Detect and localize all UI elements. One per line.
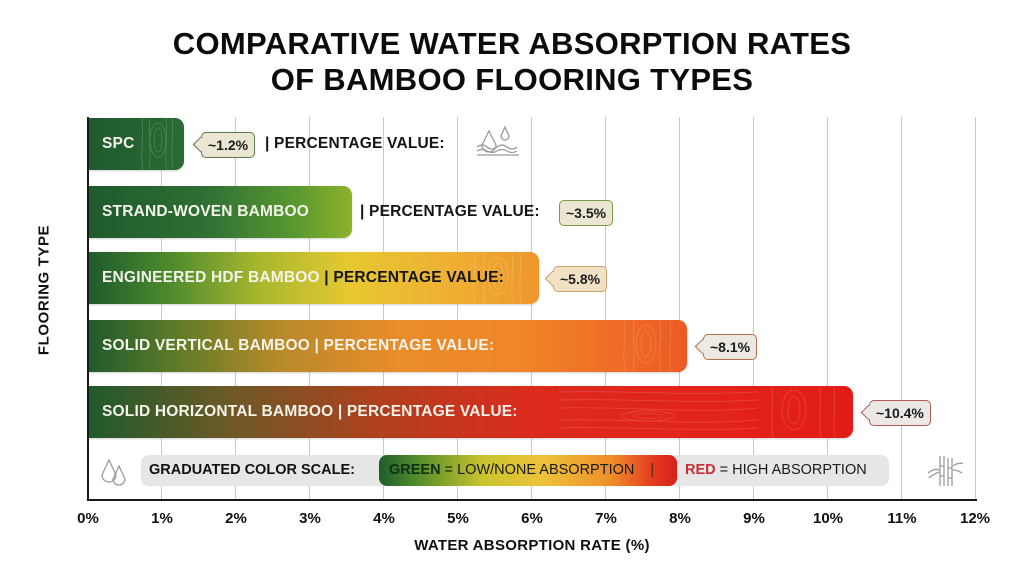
bar-label: SPC	[102, 135, 135, 152]
x-tick-label: 11%	[887, 510, 917, 527]
wood-grain-texture	[473, 252, 522, 304]
gridline	[605, 117, 606, 499]
chart-title: COMPARATIVE WATER ABSORPTION RATES OF BA…	[0, 26, 1024, 98]
bar-solid-vertical-bamboo[interactable]: SOLID VERTICAL BAMBOO | PERCENTAGE VALUE…	[88, 320, 687, 372]
value-callout: ~10.4%	[869, 400, 931, 426]
chart-title-line-1: COMPARATIVE WATER ABSORPTION RATES	[172, 26, 852, 61]
value-callout: ~1.2%	[201, 132, 256, 158]
x-axis-line	[87, 499, 977, 501]
bar-spc[interactable]: SPC	[88, 118, 184, 170]
x-tick-label: 8%	[669, 510, 691, 527]
x-tick-label: 9%	[743, 510, 765, 527]
x-tick-label: 3%	[299, 510, 321, 527]
legend-gradient-swatch: GREEN = LOW/NONE ABSORPTION |	[379, 455, 677, 486]
gridline	[827, 117, 828, 499]
bamboo-icon	[927, 456, 964, 486]
legend-separator: |	[650, 462, 655, 478]
bar-label: SOLID HORIZONTAL BAMBOO | PERCENTAGE VAL…	[102, 403, 518, 420]
bar-label: SOLID VERTICAL BAMBOO | PERCENTAGE VALUE…	[102, 337, 495, 354]
bar-engineered-hdf-bamboo[interactable]: ENGINEERED HDF BAMBOO | PERCENTAGE VALUE…	[88, 252, 539, 304]
bar-solid-horizontal-bamboo[interactable]: SOLID HORIZONTAL BAMBOO | PERCENTAGE VAL…	[88, 386, 853, 438]
gridline	[901, 117, 902, 499]
x-tick-label: 2%	[225, 510, 247, 527]
value-callout: ~5.8%	[553, 266, 608, 292]
gridline	[161, 117, 162, 499]
bar-strand-woven-bamboo[interactable]: STRAND-WOVEN BAMBOO	[88, 186, 352, 238]
x-axis-label: WATER ABSORPTION RATE (%)	[414, 537, 650, 554]
legend-green-entry: GREEN = LOW/NONE ABSORPTION |	[389, 455, 654, 486]
bar-name: ENGINEERED HDF BAMBOO	[102, 269, 320, 286]
wood-grain-texture	[141, 118, 174, 170]
gridline	[457, 117, 458, 499]
gridline	[309, 117, 310, 499]
x-tick-label: 0%	[77, 510, 99, 527]
bar-outer-label: | PERCENTAGE VALUE:	[360, 203, 540, 220]
y-axis-line	[87, 117, 89, 501]
value-callout: ~3.5%	[559, 200, 614, 226]
wood-grain-texture	[623, 320, 672, 372]
x-tick-label: 12%	[959, 510, 991, 527]
gridline	[531, 117, 532, 499]
plot-area: SPC ~1.2% | PERCENTAGE VALUE: STRAND-WOV…	[87, 117, 977, 501]
legend-red-word: RED	[685, 462, 716, 478]
value-callout: ~8.1%	[703, 334, 758, 360]
x-tick-label: 6%	[521, 510, 543, 527]
gridline	[753, 117, 754, 499]
x-tick-label: 10%	[812, 510, 844, 527]
gridline	[679, 117, 680, 499]
legend-green-text: = LOW/NONE ABSORPTION	[440, 462, 635, 478]
chart-title-line-2: OF BAMBOO FLOORING TYPES	[270, 62, 754, 97]
water-drops-icon	[101, 458, 126, 486]
bar-dark-label: | PERCENTAGE VALUE:	[324, 269, 505, 286]
legend-title: GRADUATED COLOR SCALE:	[149, 462, 355, 478]
gridline	[383, 117, 384, 499]
legend-red-text: = HIGH ABSORPTION	[715, 462, 867, 478]
x-tick-label: 5%	[447, 510, 469, 527]
bar-outer-label: | PERCENTAGE VALUE:	[265, 135, 445, 152]
legend-red-entry: RED = HIGH ABSORPTION	[685, 455, 867, 486]
bar-label: STRAND-WOVEN BAMBOO	[102, 203, 310, 220]
y-axis-label: FLOORING TYPE	[35, 224, 53, 356]
x-tick-label: 7%	[595, 510, 617, 527]
legend-green-word: GREEN	[389, 462, 441, 478]
water-drops-waves-icon	[476, 125, 519, 156]
x-tick-label: 1%	[151, 510, 173, 527]
bar-label: ENGINEERED HDF BAMBOO | PERCENTAGE VALUE…	[102, 252, 504, 304]
gridline	[235, 117, 236, 499]
gridline	[975, 117, 976, 499]
x-tick-label: 4%	[373, 510, 395, 527]
wood-grain-texture	[558, 386, 836, 438]
